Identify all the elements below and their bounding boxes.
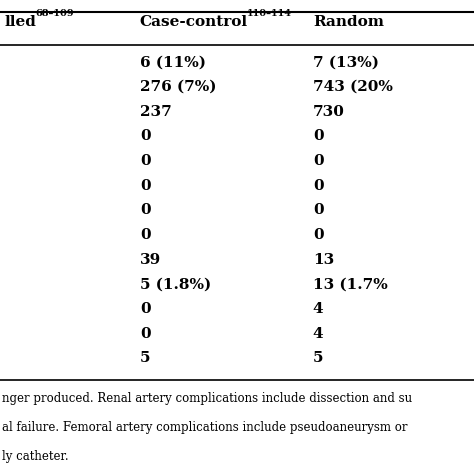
Text: 0: 0 (140, 228, 150, 242)
Text: 5 (1.8%): 5 (1.8%) (140, 277, 211, 292)
Text: 0: 0 (313, 203, 323, 218)
Text: Random: Random (313, 15, 384, 29)
Text: 110–114: 110–114 (246, 9, 292, 18)
Text: nger produced. Renal artery complications include dissection and su: nger produced. Renal artery complication… (2, 392, 412, 404)
Text: 743 (20%: 743 (20% (313, 80, 393, 94)
Text: ly catheter.: ly catheter. (2, 450, 69, 463)
Text: 276 (7%): 276 (7%) (140, 80, 216, 94)
Text: 0: 0 (140, 302, 150, 316)
Text: 5: 5 (140, 351, 150, 365)
Text: 13 (1.7%: 13 (1.7% (313, 277, 388, 292)
Text: 237: 237 (140, 105, 172, 119)
Text: 0: 0 (140, 327, 150, 341)
Text: 4: 4 (313, 327, 323, 341)
Text: 6 (11%): 6 (11%) (140, 55, 206, 70)
Text: 0: 0 (140, 179, 150, 193)
Text: 0: 0 (313, 129, 323, 144)
Text: 7 (13%): 7 (13%) (313, 55, 379, 70)
Text: 5: 5 (313, 351, 323, 365)
Text: al failure. Femoral artery complications include pseudoaneurysm or: al failure. Femoral artery complications… (2, 421, 408, 434)
Text: 13: 13 (313, 253, 334, 267)
Text: 39: 39 (140, 253, 161, 267)
Text: 0: 0 (313, 179, 323, 193)
Text: 0: 0 (313, 154, 323, 168)
Text: 4: 4 (313, 302, 323, 316)
Text: 0: 0 (140, 154, 150, 168)
Text: 0: 0 (140, 129, 150, 144)
Text: lled: lled (5, 15, 36, 29)
Text: 730: 730 (313, 105, 345, 119)
Text: 68–109: 68–109 (36, 9, 74, 18)
Text: 0: 0 (140, 203, 150, 218)
Text: 0: 0 (313, 228, 323, 242)
Text: Case-control: Case-control (140, 15, 248, 29)
